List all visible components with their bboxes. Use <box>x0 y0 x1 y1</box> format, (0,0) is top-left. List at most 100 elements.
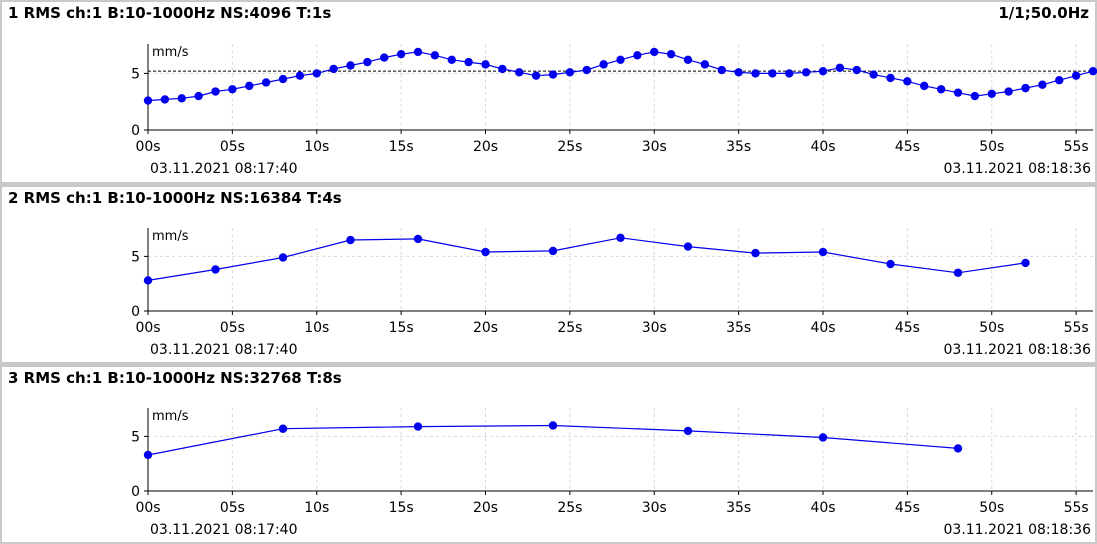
data-point[interactable] <box>278 424 288 433</box>
data-point[interactable] <box>531 71 541 80</box>
data-point[interactable] <box>481 60 490 69</box>
data-point[interactable] <box>751 248 760 258</box>
end-timestamp: 03.11.2021 08:18:36 <box>944 522 1092 538</box>
data-point[interactable] <box>548 70 558 79</box>
data-point[interactable] <box>683 242 693 251</box>
data-point[interactable] <box>380 53 389 62</box>
data-point[interactable] <box>683 426 693 436</box>
data-point[interactable] <box>886 259 895 269</box>
data-point[interactable] <box>481 247 490 257</box>
data-point[interactable] <box>1021 258 1030 268</box>
data-point[interactable] <box>1004 87 1013 96</box>
data-point[interactable] <box>143 450 153 460</box>
data-point[interactable] <box>717 65 726 75</box>
data-point[interactable] <box>498 64 507 74</box>
data-point[interactable] <box>363 57 372 67</box>
data-point[interactable] <box>1071 71 1081 80</box>
data-point[interactable] <box>278 253 288 262</box>
data-point[interactable] <box>430 51 440 60</box>
data-point[interactable] <box>143 96 153 105</box>
data-point[interactable] <box>785 69 794 78</box>
data-point[interactable] <box>818 66 828 76</box>
chart-title-2: 2 RMS ch:1 B:10-1000Hz NS:16384 T:4s <box>8 189 342 207</box>
data-point[interactable] <box>160 95 170 104</box>
page-info: 1/1;50.0Hz <box>998 4 1089 22</box>
data-point[interactable] <box>295 71 305 80</box>
x-tick-label: 20s <box>473 320 498 336</box>
chart-plot-2[interactable]: 0 5 mm/s 00s 05s 10s 15s 20s 25s 30s 35s 40s 45s 50s 5… <box>2 187 1095 362</box>
data-point[interactable] <box>413 47 423 57</box>
data-point[interactable] <box>548 421 558 430</box>
data-point[interactable] <box>953 444 963 453</box>
data-point[interactable] <box>582 65 591 75</box>
data-point[interactable] <box>346 61 355 70</box>
x-tick-label: 00s <box>135 320 160 336</box>
x-tick-label: 30s <box>642 320 667 336</box>
data-point[interactable] <box>666 49 676 59</box>
data-point[interactable] <box>633 51 642 60</box>
data-point[interactable] <box>464 57 473 67</box>
data-point[interactable] <box>413 234 423 244</box>
data-point[interactable] <box>903 77 912 86</box>
data-point[interactable] <box>818 433 828 442</box>
data-point[interactable] <box>1021 83 1030 93</box>
data-point[interactable] <box>329 64 338 74</box>
data-point[interactable] <box>734 68 743 77</box>
data-point[interactable] <box>1088 66 1097 76</box>
data-point[interactable] <box>801 68 811 77</box>
data-point[interactable] <box>869 70 878 79</box>
data-point[interactable] <box>683 55 693 65</box>
data-point[interactable] <box>515 68 524 77</box>
data-point[interactable] <box>616 55 625 65</box>
panel-divider[interactable] <box>0 362 1097 367</box>
data-point[interactable] <box>211 265 220 274</box>
data-point[interactable] <box>835 63 845 72</box>
x-tick-label: 05s <box>220 320 245 336</box>
data-point[interactable] <box>245 81 254 91</box>
data-point[interactable] <box>987 89 996 98</box>
data-point[interactable] <box>548 246 558 256</box>
data-point[interactable] <box>346 235 355 245</box>
data-point[interactable] <box>953 268 963 277</box>
x-tick-label: 00s <box>135 139 160 155</box>
start-timestamp: 03.11.2021 08:17:40 <box>150 342 298 358</box>
data-point[interactable] <box>599 60 608 69</box>
data-point[interactable] <box>886 73 895 83</box>
data-point[interactable] <box>194 91 203 101</box>
panel-divider[interactable] <box>0 182 1097 187</box>
chart-plot-1[interactable]: 0 5 mm/s 00s 05s 10s 15s 20s 25s 30s 35s 40s 45s 50s 5… <box>2 2 1097 182</box>
chart-plot-3[interactable]: 0 5 mm/s 00s 05s 10s 15s 20s 25s 30s 35s 40s 45s 50s 5… <box>2 367 1095 542</box>
x-tick-label: 15s <box>389 500 414 516</box>
data-point[interactable] <box>228 85 237 94</box>
data-point[interactable] <box>953 88 963 97</box>
data-point[interactable] <box>211 87 220 96</box>
data-point[interactable] <box>413 422 423 431</box>
y-tick-label: 5 <box>131 249 140 265</box>
data-point[interactable] <box>1038 80 1047 89</box>
chart-panel-1[interactable]: 1 RMS ch:1 B:10-1000Hz NS:4096 T:1s 1/1;… <box>2 2 1097 182</box>
data-point[interactable] <box>396 49 406 59</box>
data-point[interactable] <box>312 69 321 78</box>
data-point[interactable] <box>650 47 659 57</box>
data-point[interactable] <box>1055 76 1064 85</box>
y-tick-label: 5 <box>131 429 140 445</box>
data-point[interactable] <box>565 68 575 77</box>
data-point[interactable] <box>920 81 929 91</box>
series-line <box>147 424 959 456</box>
data-point[interactable] <box>751 69 760 78</box>
data-point[interactable] <box>261 78 271 87</box>
data-point[interactable] <box>936 85 946 94</box>
data-point[interactable] <box>970 91 980 101</box>
data-point[interactable] <box>447 55 456 65</box>
end-timestamp: 03.11.2021 08:18:36 <box>944 342 1092 358</box>
data-point[interactable] <box>818 247 828 257</box>
data-point[interactable] <box>768 69 777 78</box>
data-point[interactable] <box>616 233 625 243</box>
data-point[interactable] <box>700 60 710 69</box>
data-point[interactable] <box>278 74 288 84</box>
data-point[interactable] <box>852 65 861 75</box>
data-point[interactable] <box>177 94 186 103</box>
data-point[interactable] <box>143 276 153 285</box>
